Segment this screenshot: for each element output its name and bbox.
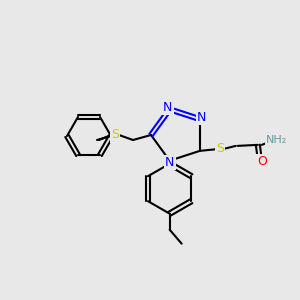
Text: N: N bbox=[165, 156, 174, 169]
Text: S: S bbox=[216, 142, 224, 155]
Text: S: S bbox=[111, 128, 119, 142]
Text: N: N bbox=[197, 111, 206, 124]
Text: O: O bbox=[257, 155, 267, 168]
Text: N: N bbox=[163, 101, 172, 114]
Text: NH₂: NH₂ bbox=[266, 135, 287, 145]
